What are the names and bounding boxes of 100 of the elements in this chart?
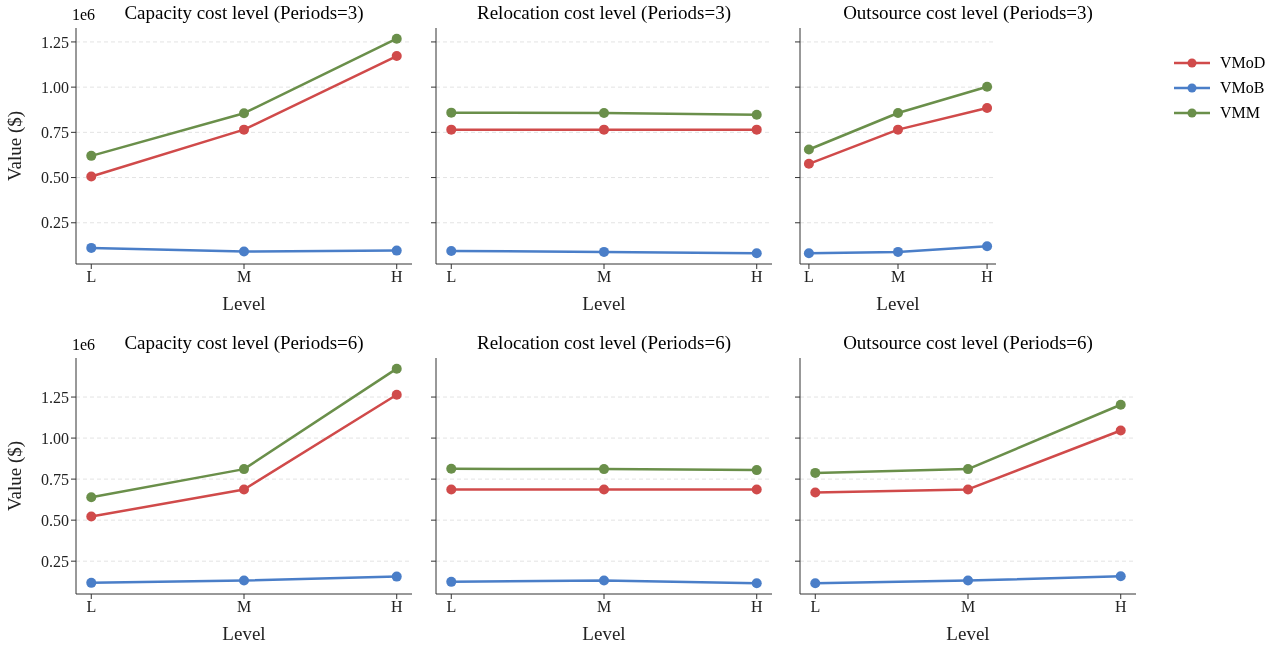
point (391, 51, 402, 62)
chart-title: Capacity cost level (Periods=3) (124, 2, 364, 23)
chart-title: Outsource cost level (Periods=6) (842, 332, 1094, 354)
point (751, 109, 762, 120)
point (751, 578, 762, 589)
point (86, 492, 97, 503)
text: 1e6 (72, 336, 96, 354)
x-tick-label: M (960, 598, 976, 616)
y-tick-label: 1.25 (41, 33, 69, 51)
x-tick-label: H (390, 598, 403, 616)
point (446, 463, 457, 474)
point (599, 575, 609, 586)
point (803, 158, 814, 169)
point (963, 575, 973, 586)
x-tick-label: H (1114, 598, 1127, 616)
y-tick-label: 0.50 (41, 511, 69, 529)
chart-title: Relocation cost level (Periods=6) (476, 332, 732, 354)
x-axis-title: Level (946, 623, 990, 644)
x-tick-label: H (750, 598, 763, 616)
point (1115, 571, 1126, 582)
point (599, 124, 609, 135)
point (893, 246, 903, 257)
point (810, 467, 821, 478)
point (391, 245, 402, 256)
point (810, 487, 821, 498)
text: 1e6 (72, 6, 96, 24)
chart-title: Relocation cost level (Periods=3) (476, 2, 732, 24)
point (239, 575, 249, 586)
y-tick-label: 0.75 (41, 470, 69, 488)
point (446, 107, 457, 118)
point (599, 484, 609, 495)
x-tick-label: L (446, 268, 457, 286)
point (239, 124, 249, 135)
point (239, 246, 249, 257)
x-tick-label: H (390, 268, 403, 286)
x-axis-title: Level (876, 293, 920, 314)
point (982, 102, 993, 113)
point (446, 124, 457, 135)
point (86, 511, 97, 522)
x-tick-label: M (596, 598, 612, 616)
point (391, 571, 402, 582)
point (599, 464, 609, 475)
x-tick-label: H (750, 268, 763, 286)
point (1115, 425, 1126, 436)
point (86, 171, 97, 182)
x-tick-label: M (236, 268, 252, 286)
x-tick-label: M (236, 598, 252, 616)
y-tick-label: 1.00 (41, 78, 69, 96)
x-axis-title: Level (222, 293, 266, 314)
point (391, 33, 402, 44)
x-axis-title: Level (582, 293, 626, 314)
chart-title: Capacity cost level (Periods=6) (124, 332, 364, 353)
y-tick-label: 1.00 (41, 429, 69, 447)
point (86, 577, 97, 588)
legend-label: VMoB (1220, 78, 1265, 97)
point (893, 124, 903, 135)
point (239, 484, 249, 495)
point (1115, 399, 1126, 410)
point (391, 363, 402, 374)
x-tick-label: L (86, 268, 97, 286)
legend-label: VMoD (1220, 53, 1266, 72)
point (803, 248, 814, 259)
point (982, 241, 993, 252)
point (751, 124, 762, 135)
x-tick-label: H (981, 268, 994, 286)
point (446, 576, 457, 587)
legend-label: VMM (1220, 103, 1261, 122)
y-axis-title: Value ($) (3, 110, 26, 182)
y-tick-label: 0.75 (41, 124, 69, 142)
point (751, 484, 762, 495)
x-tick-label: M (596, 268, 612, 286)
point (963, 484, 973, 495)
point (86, 150, 97, 161)
y-tick-label: 1.25 (41, 388, 69, 406)
x-tick-label: L (446, 598, 457, 616)
x-tick-label: M (890, 268, 906, 286)
point (86, 242, 97, 253)
x-axis-title: Level (582, 623, 626, 644)
point (893, 108, 903, 118)
y-axis-title: Value ($) (3, 440, 26, 512)
point (599, 108, 609, 118)
chart-title: Outsource cost level (Periods=3) (842, 2, 1094, 24)
point (599, 246, 609, 257)
point (803, 144, 814, 155)
y-tick-label: 0.50 (41, 169, 69, 187)
point (239, 108, 249, 119)
point (963, 464, 973, 475)
x-tick-label: L (86, 598, 97, 616)
point (751, 465, 762, 476)
x-tick-label: L (804, 268, 814, 286)
point (446, 245, 457, 256)
x-axis-title: Level (222, 623, 266, 644)
y-tick-label: 0.25 (41, 214, 69, 232)
x-tick-label: L (810, 598, 821, 616)
point (982, 81, 993, 92)
y-tick-label: 0.25 (41, 552, 69, 570)
point (810, 578, 821, 589)
point (239, 464, 249, 475)
point (751, 248, 762, 259)
point (446, 484, 457, 495)
